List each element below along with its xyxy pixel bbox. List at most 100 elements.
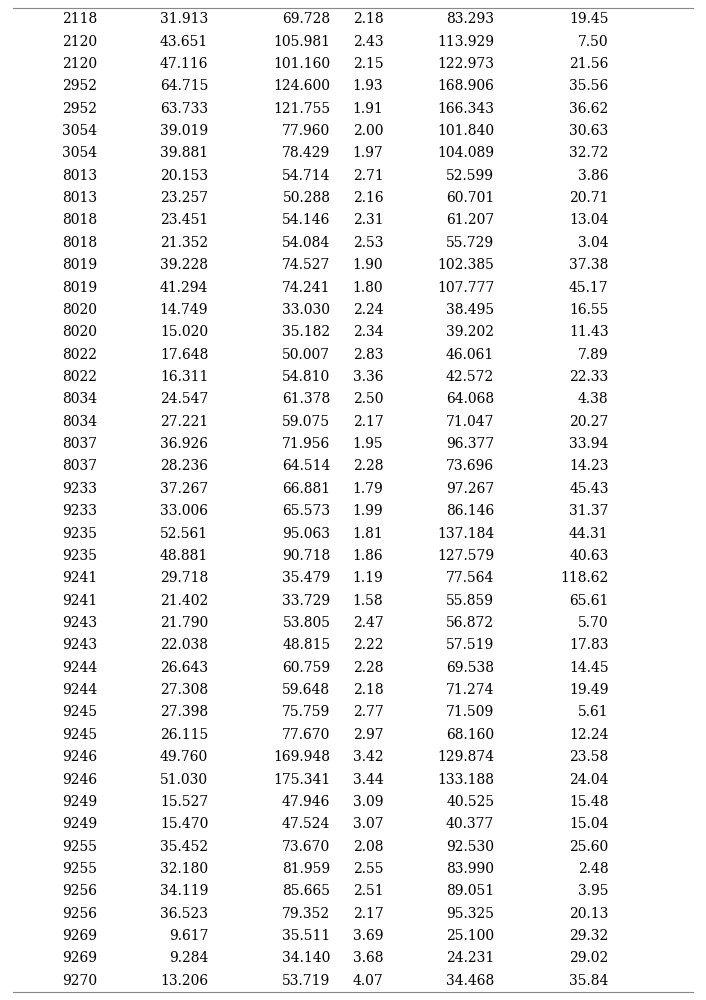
Text: 9256: 9256 — [62, 884, 97, 898]
Text: 21.790: 21.790 — [160, 616, 208, 630]
Text: 50.288: 50.288 — [282, 191, 330, 205]
Text: 4.38: 4.38 — [578, 392, 609, 406]
Text: 24.04: 24.04 — [569, 773, 609, 787]
Text: 113.929: 113.929 — [437, 35, 494, 49]
Text: 1.86: 1.86 — [353, 549, 383, 563]
Text: 19.49: 19.49 — [569, 683, 609, 697]
Text: 37.267: 37.267 — [160, 482, 208, 496]
Text: 13.04: 13.04 — [569, 213, 609, 227]
Text: 2.17: 2.17 — [352, 415, 383, 429]
Text: 21.352: 21.352 — [160, 236, 208, 250]
Text: 27.398: 27.398 — [160, 705, 208, 719]
Text: 133.188: 133.188 — [437, 773, 494, 787]
Text: 45.43: 45.43 — [569, 482, 609, 496]
Text: 86.146: 86.146 — [446, 504, 494, 518]
Text: 2.43: 2.43 — [353, 35, 383, 49]
Text: 3.44: 3.44 — [352, 773, 383, 787]
Text: 101.160: 101.160 — [273, 57, 330, 71]
Text: 63.733: 63.733 — [160, 102, 208, 116]
Text: 3.04: 3.04 — [578, 236, 609, 250]
Text: 14.749: 14.749 — [160, 303, 208, 317]
Text: 61.207: 61.207 — [446, 213, 494, 227]
Text: 77.564: 77.564 — [445, 571, 494, 585]
Text: 3.07: 3.07 — [353, 817, 383, 831]
Text: 39.019: 39.019 — [160, 124, 208, 138]
Text: 25.60: 25.60 — [569, 840, 609, 854]
Text: 22.33: 22.33 — [569, 370, 609, 384]
Text: 56.872: 56.872 — [446, 616, 494, 630]
Text: 9245: 9245 — [62, 705, 97, 719]
Text: 8019: 8019 — [62, 281, 97, 295]
Text: 53.719: 53.719 — [282, 974, 330, 988]
Text: 2.17: 2.17 — [352, 907, 383, 921]
Text: 9233: 9233 — [62, 504, 97, 518]
Text: 9255: 9255 — [62, 840, 97, 854]
Text: 19.45: 19.45 — [569, 12, 609, 26]
Text: 9.617: 9.617 — [169, 929, 208, 943]
Text: 52.561: 52.561 — [160, 527, 208, 541]
Text: 3.95: 3.95 — [578, 884, 609, 898]
Text: 31.913: 31.913 — [160, 12, 208, 26]
Text: 9243: 9243 — [62, 638, 97, 652]
Text: 42.572: 42.572 — [446, 370, 494, 384]
Text: 71.047: 71.047 — [445, 415, 494, 429]
Text: 9241: 9241 — [62, 594, 97, 608]
Text: 2.47: 2.47 — [352, 616, 383, 630]
Text: 2.34: 2.34 — [353, 325, 383, 339]
Text: 9245: 9245 — [62, 728, 97, 742]
Text: 24.231: 24.231 — [446, 951, 494, 965]
Text: 29.718: 29.718 — [160, 571, 208, 585]
Text: 50.007: 50.007 — [282, 348, 330, 362]
Text: 48.815: 48.815 — [282, 638, 330, 652]
Text: 1.93: 1.93 — [353, 79, 383, 93]
Text: 35.84: 35.84 — [569, 974, 609, 988]
Text: 3054: 3054 — [62, 146, 97, 160]
Text: 3054: 3054 — [62, 124, 97, 138]
Text: 68.160: 68.160 — [446, 728, 494, 742]
Text: 29.02: 29.02 — [569, 951, 609, 965]
Text: 9269: 9269 — [62, 929, 97, 943]
Text: 7.50: 7.50 — [578, 35, 609, 49]
Text: 33.006: 33.006 — [160, 504, 208, 518]
Text: 95.063: 95.063 — [282, 527, 330, 541]
Text: 8037: 8037 — [62, 437, 97, 451]
Text: 40.63: 40.63 — [569, 549, 609, 563]
Text: 39.228: 39.228 — [160, 258, 208, 272]
Text: 27.221: 27.221 — [160, 415, 208, 429]
Text: 1.91: 1.91 — [352, 102, 383, 116]
Text: 75.759: 75.759 — [282, 705, 330, 719]
Text: 2.48: 2.48 — [578, 862, 609, 876]
Text: 8034: 8034 — [62, 415, 97, 429]
Text: 169.948: 169.948 — [273, 750, 330, 764]
Text: 9256: 9256 — [62, 907, 97, 921]
Text: 5.61: 5.61 — [578, 705, 609, 719]
Text: 9246: 9246 — [62, 773, 97, 787]
Text: 129.874: 129.874 — [437, 750, 494, 764]
Text: 35.452: 35.452 — [160, 840, 208, 854]
Text: 97.267: 97.267 — [446, 482, 494, 496]
Text: 65.573: 65.573 — [282, 504, 330, 518]
Text: 2.16: 2.16 — [353, 191, 383, 205]
Text: 40.377: 40.377 — [445, 817, 494, 831]
Text: 1.80: 1.80 — [353, 281, 383, 295]
Text: 124.600: 124.600 — [273, 79, 330, 93]
Text: 40.525: 40.525 — [446, 795, 494, 809]
Text: 71.509: 71.509 — [446, 705, 494, 719]
Text: 1.79: 1.79 — [352, 482, 383, 496]
Text: 15.04: 15.04 — [569, 817, 609, 831]
Text: 14.45: 14.45 — [569, 661, 609, 675]
Text: 2.83: 2.83 — [353, 348, 383, 362]
Text: 20.27: 20.27 — [569, 415, 609, 429]
Text: 9235: 9235 — [62, 549, 97, 563]
Text: 90.718: 90.718 — [282, 549, 330, 563]
Text: 8034: 8034 — [62, 392, 97, 406]
Text: 2.18: 2.18 — [353, 683, 383, 697]
Text: 74.241: 74.241 — [282, 281, 330, 295]
Text: 36.62: 36.62 — [569, 102, 609, 116]
Text: 23.58: 23.58 — [569, 750, 609, 764]
Text: 16.55: 16.55 — [569, 303, 609, 317]
Text: 1.99: 1.99 — [353, 504, 383, 518]
Text: 15.527: 15.527 — [160, 795, 208, 809]
Text: 8019: 8019 — [62, 258, 97, 272]
Text: 3.42: 3.42 — [353, 750, 383, 764]
